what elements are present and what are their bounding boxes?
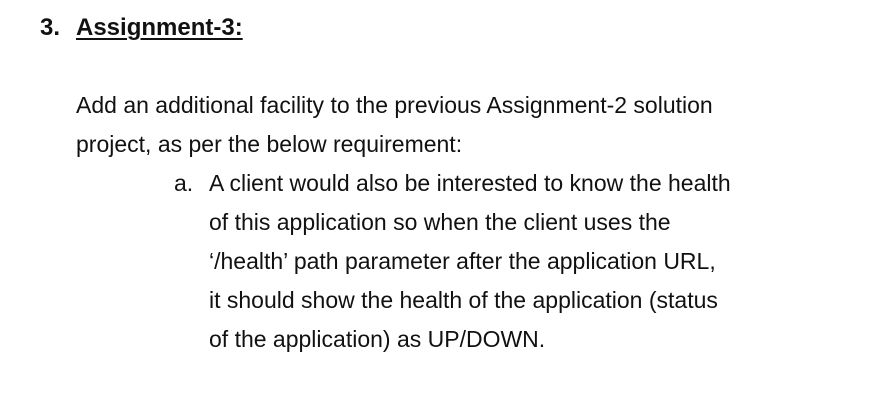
list-item-line: of the application) as UP/DOWN.	[209, 326, 546, 352]
requirement-list: a. A client would also be interested to …	[174, 164, 864, 359]
intro-line: Add an additional facility to the previo…	[76, 92, 713, 118]
list-item-line: A client would also be interested to kno…	[209, 170, 731, 196]
section-heading: 3. Assignment-3:	[40, 12, 243, 44]
section-title: Assignment-3:	[76, 14, 243, 41]
list-item: a. A client would also be interested to …	[174, 164, 864, 359]
list-item-line: of this application so when the client u…	[209, 209, 671, 235]
intro-line: project, as per the below requirement:	[76, 131, 463, 157]
list-marker: a.	[174, 170, 194, 196]
list-item-line: it should show the health of the applica…	[209, 287, 718, 313]
list-item-line: ‘/health’ path parameter after the appli…	[209, 248, 716, 274]
intro-paragraph: Add an additional facility to the previo…	[76, 86, 866, 164]
section-number: 3.	[40, 14, 61, 41]
